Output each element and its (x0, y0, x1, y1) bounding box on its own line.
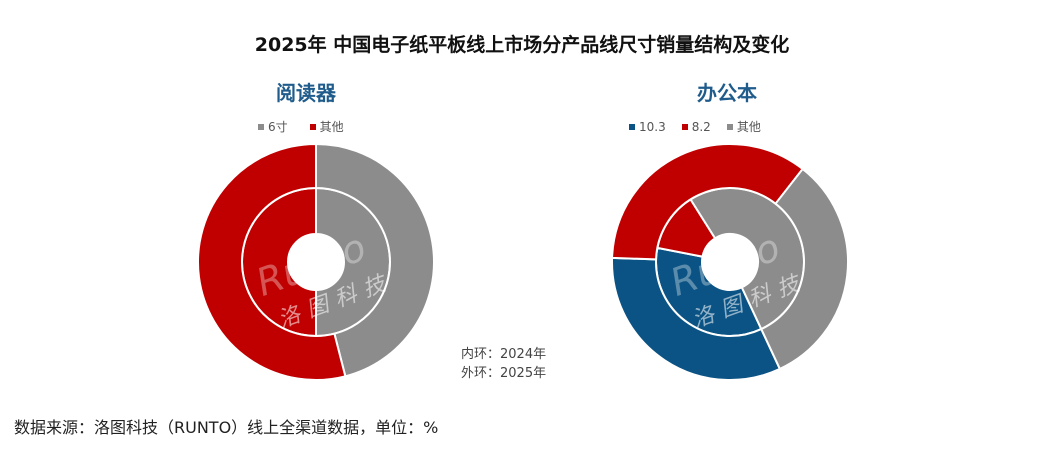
outer-ring-slice-6寸 (315, 142, 435, 378)
legend-item: 8.2 (681, 118, 711, 135)
outer-ring-slice-8.2 (611, 143, 805, 261)
legend-swatch (309, 123, 316, 130)
legend-office: 10.3 8.2 其他 (629, 118, 761, 135)
outer-ring-slice-其他 (197, 142, 347, 381)
legend-item: 其他 (726, 118, 761, 135)
legend-swatch (726, 123, 733, 130)
legend-reader: 6寸 其他 (258, 118, 344, 135)
note-inner-ring: 内环：2024年 (461, 347, 547, 362)
source-note: 数据来源：洛图科技（RUNTO）线上全渠道数据，单位：% (14, 418, 439, 437)
legend-label: 6寸 (268, 120, 288, 134)
chart-title: 2025年 中国电子纸平板线上市场分产品线尺寸销量结构及变化 (254, 34, 790, 56)
legend-item: 6寸 (258, 118, 288, 135)
outer-ring-slice-10.3 (611, 256, 782, 381)
legend-swatch (258, 123, 264, 130)
subtitle-office: 办公本 (697, 81, 757, 105)
outer-ring-slice-其他 (759, 167, 849, 371)
legend-label: 其他 (319, 120, 344, 134)
note-outer-ring: 外环：2025年 (461, 366, 547, 381)
legend-swatch (681, 123, 688, 130)
legend-item: 其他 (309, 118, 344, 135)
legend-label: 其他 (736, 120, 761, 134)
legend-swatch (629, 123, 635, 130)
legend-label: 8.2 (691, 119, 711, 134)
legend-item: 10.3 (629, 118, 666, 135)
legend-label: 10.3 (639, 119, 666, 134)
subtitle-reader: 阅读器 (276, 81, 336, 105)
